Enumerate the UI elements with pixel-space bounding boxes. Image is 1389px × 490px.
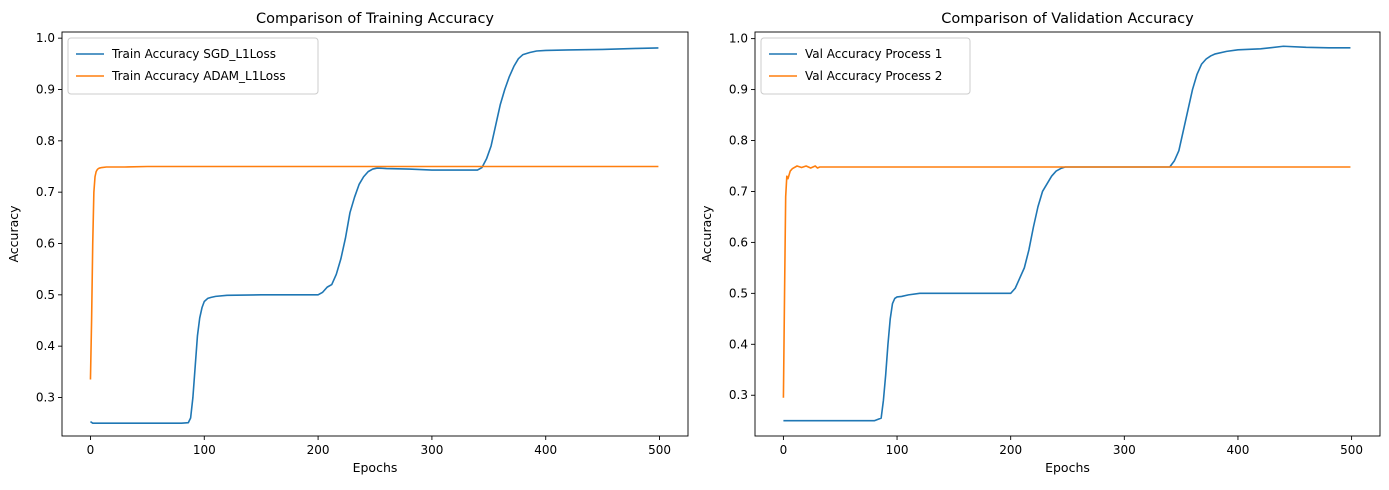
x-tick-label: 200 — [307, 443, 330, 457]
legend: Train Accuracy SGD_L1Loss Train Accuracy … — [67, 37, 319, 95]
y-tick-label: 1.0 — [36, 31, 55, 45]
legend-box — [67, 37, 319, 95]
x-tick-label: 200 — [999, 443, 1022, 457]
chart-title: Comparison of Validation Accuracy — [941, 11, 1194, 27]
y-tick-label: 0.5 — [36, 288, 55, 302]
legend-entry-label: Train Accuracy ADAM_L1Loss — [111, 69, 286, 83]
y-tick-label: 0.4 — [36, 339, 55, 353]
x-tick-label: 500 — [648, 443, 671, 457]
y-axis-label: Accuracy — [6, 205, 21, 263]
series-line-1 — [90, 47, 659, 424]
y-axis-label: Accuracy — [699, 205, 714, 263]
legend-entry-label: Val Accuracy Process 1 — [805, 47, 942, 61]
y-tick-label: 0.6 — [36, 236, 55, 250]
chart-panel-1: 0 100 200 300 400 500 0.3 0.4 0.5 0.6 0.7 0.8 0.9 1.0… — [6, 11, 689, 475]
chart-panel-2: 0 100 200 300 400 500 0.3 0.4 0.5 0.6 0.7 0.8 0.9 1.0… — [699, 11, 1381, 475]
y-tick-label: 0.3 — [36, 390, 55, 404]
x-tick-label: 400 — [534, 443, 557, 457]
axes-frame — [754, 31, 1381, 437]
series-line-2 — [89, 165, 659, 380]
legend: Val Accuracy Process 1 Val Accuracy Proce… — [760, 37, 971, 95]
x-axis-label: Epochs — [1045, 460, 1090, 475]
y-tick-label: 0.9 — [36, 82, 55, 96]
x-tick-label: 500 — [1340, 443, 1363, 457]
y-tick-label: 0.8 — [36, 134, 55, 148]
x-tick-label: 0 — [87, 443, 95, 457]
x-tick-label: 100 — [886, 443, 909, 457]
legend-box — [760, 37, 971, 95]
x-tick-label: 0 — [780, 443, 788, 457]
axes-frame — [61, 31, 689, 437]
y-tick-label: 0.5 — [729, 286, 748, 300]
y-tick-label: 1.0 — [729, 32, 748, 46]
series-line-1 — [783, 45, 1351, 422]
series-line-2 — [782, 165, 1351, 398]
y-tick-label: 0.8 — [729, 134, 748, 148]
chart-title: Comparison of Training Accuracy — [256, 11, 494, 27]
y-tick-label: 0.7 — [36, 185, 55, 199]
y-tick-label: 0.6 — [729, 235, 748, 249]
y-tick-label: 0.3 — [729, 388, 748, 402]
y-tick-label: 0.4 — [729, 337, 748, 351]
x-axis-label: Epochs — [353, 460, 398, 475]
x-tick-label: 100 — [193, 443, 216, 457]
y-tick-label: 0.9 — [729, 83, 748, 97]
x-tick-label: 300 — [1113, 443, 1136, 457]
x-tick-label: 300 — [420, 443, 443, 457]
x-tick-label: 400 — [1227, 443, 1250, 457]
legend-entry-label: Val Accuracy Process 2 — [805, 69, 942, 83]
y-tick-label: 0.7 — [729, 184, 748, 198]
legend-entry-label: Train Accuracy SGD_L1Loss — [111, 47, 276, 61]
